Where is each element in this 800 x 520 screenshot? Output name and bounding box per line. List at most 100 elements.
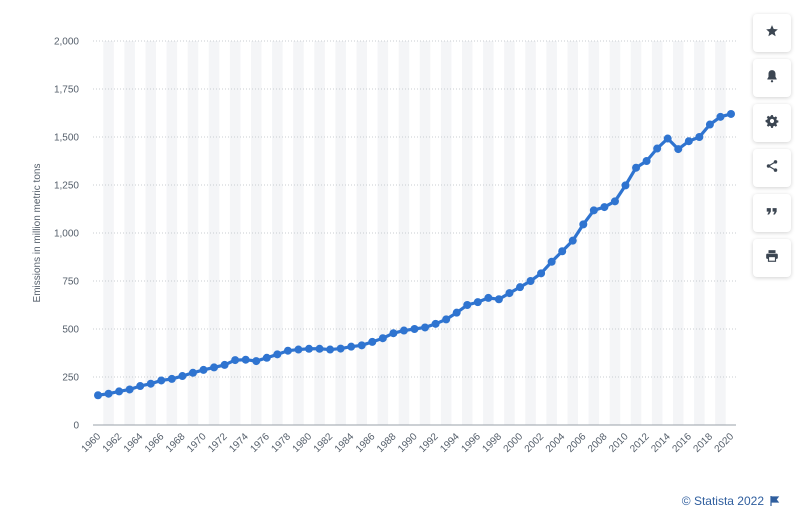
data-point[interactable]: [146, 379, 155, 388]
favorite-button[interactable]: [753, 14, 791, 52]
data-point[interactable]: [589, 206, 598, 215]
data-point[interactable]: [399, 326, 408, 335]
data-point[interactable]: [547, 257, 556, 266]
data-point[interactable]: [241, 355, 250, 364]
data-point[interactable]: [347, 342, 356, 351]
data-point[interactable]: [663, 134, 672, 143]
data-point[interactable]: [674, 145, 683, 154]
data-point[interactable]: [727, 109, 735, 118]
data-point[interactable]: [579, 220, 588, 229]
y-tick-label: 2,000: [54, 37, 79, 48]
background-band: [525, 41, 536, 425]
data-point[interactable]: [104, 389, 113, 398]
x-tick-label: 1968: [164, 431, 188, 455]
y-axis-ticks: 0 250 500 750 1,000 1,250 1,500 1,750 2,000: [54, 37, 79, 432]
x-tick-label: 1994: [438, 431, 462, 455]
data-point[interactable]: [231, 356, 240, 365]
data-point[interactable]: [115, 387, 124, 396]
data-point[interactable]: [653, 144, 662, 153]
x-tick-label: 2018: [692, 431, 716, 455]
data-point[interactable]: [632, 163, 641, 172]
bell-icon: [765, 69, 779, 88]
data-point[interactable]: [315, 344, 324, 353]
x-tick-label: 2000: [502, 431, 526, 455]
data-point[interactable]: [642, 157, 651, 165]
data-point[interactable]: [526, 277, 535, 285]
data-point[interactable]: [167, 374, 176, 383]
data-point[interactable]: [558, 247, 567, 256]
x-tick-label: 1976: [248, 431, 272, 455]
data-point[interactable]: [188, 368, 197, 377]
source-credit[interactable]: © Statista 2022: [682, 494, 780, 508]
data-point[interactable]: [273, 350, 282, 359]
data-point[interactable]: [421, 323, 430, 332]
data-point[interactable]: [199, 365, 208, 374]
data-point[interactable]: [442, 315, 451, 324]
data-point[interactable]: [136, 382, 145, 391]
background-band: [377, 41, 389, 425]
y-tick-label: 0: [73, 421, 79, 432]
data-point[interactable]: [125, 385, 134, 394]
data-point[interactable]: [305, 344, 313, 353]
x-tick-label: 2006: [565, 431, 589, 455]
y-tick-label: 1,000: [54, 229, 79, 240]
background-band: [314, 41, 325, 425]
x-tick-label: 2020: [713, 431, 737, 455]
background-band: [440, 41, 452, 425]
data-point[interactable]: [505, 289, 514, 298]
data-point[interactable]: [463, 301, 472, 309]
data-point[interactable]: [178, 372, 187, 381]
data-point[interactable]: [705, 120, 714, 129]
data-point[interactable]: [262, 353, 271, 362]
background-band: [293, 41, 304, 425]
data-point[interactable]: [600, 203, 609, 212]
flag-icon[interactable]: [770, 496, 780, 506]
x-tick-label: 2004: [544, 431, 568, 455]
cite-button[interactable]: [753, 194, 791, 232]
print-button[interactable]: [753, 239, 791, 277]
x-tick-label: 1970: [185, 431, 209, 455]
data-point[interactable]: [378, 334, 387, 343]
data-point[interactable]: [220, 360, 229, 369]
data-point[interactable]: [473, 298, 482, 307]
background-band: [461, 41, 473, 425]
x-tick-label: 1988: [375, 431, 399, 455]
data-point[interactable]: [210, 363, 219, 372]
data-point[interactable]: [294, 345, 303, 354]
gear-icon: [765, 114, 779, 133]
data-point[interactable]: [283, 346, 292, 355]
x-tick-label: 2016: [670, 431, 694, 455]
data-point[interactable]: [684, 137, 693, 146]
data-point[interactable]: [621, 181, 630, 190]
credit-text[interactable]: © Statista 2022: [681, 494, 764, 508]
x-tick-label: 1992: [417, 431, 441, 455]
data-point[interactable]: [357, 341, 366, 350]
series-emissions[interactable]: [94, 109, 735, 400]
data-point[interactable]: [157, 376, 166, 385]
data-point[interactable]: [252, 357, 261, 366]
data-point[interactable]: [368, 337, 377, 346]
star-icon: [765, 24, 779, 43]
data-point[interactable]: [94, 391, 102, 400]
data-point[interactable]: [695, 133, 704, 141]
data-point[interactable]: [716, 112, 725, 121]
data-point[interactable]: [537, 269, 546, 278]
data-point[interactable]: [516, 283, 524, 292]
data-point[interactable]: [326, 345, 335, 354]
notification-button[interactable]: [753, 59, 791, 97]
data-point[interactable]: [568, 236, 577, 245]
y-tick-label: 1,250: [54, 181, 79, 192]
data-point[interactable]: [452, 308, 461, 317]
data-point[interactable]: [494, 295, 503, 304]
data-point[interactable]: [389, 329, 398, 338]
share-button[interactable]: [753, 149, 791, 187]
data-point[interactable]: [431, 319, 440, 328]
x-tick-label: 2014: [649, 431, 673, 455]
data-point[interactable]: [484, 293, 493, 302]
data-point[interactable]: [410, 325, 419, 333]
settings-button[interactable]: [753, 104, 791, 142]
chart-toolbar: [753, 14, 791, 277]
data-point[interactable]: [610, 197, 619, 206]
data-point[interactable]: [336, 344, 345, 353]
background-band: [356, 41, 368, 425]
